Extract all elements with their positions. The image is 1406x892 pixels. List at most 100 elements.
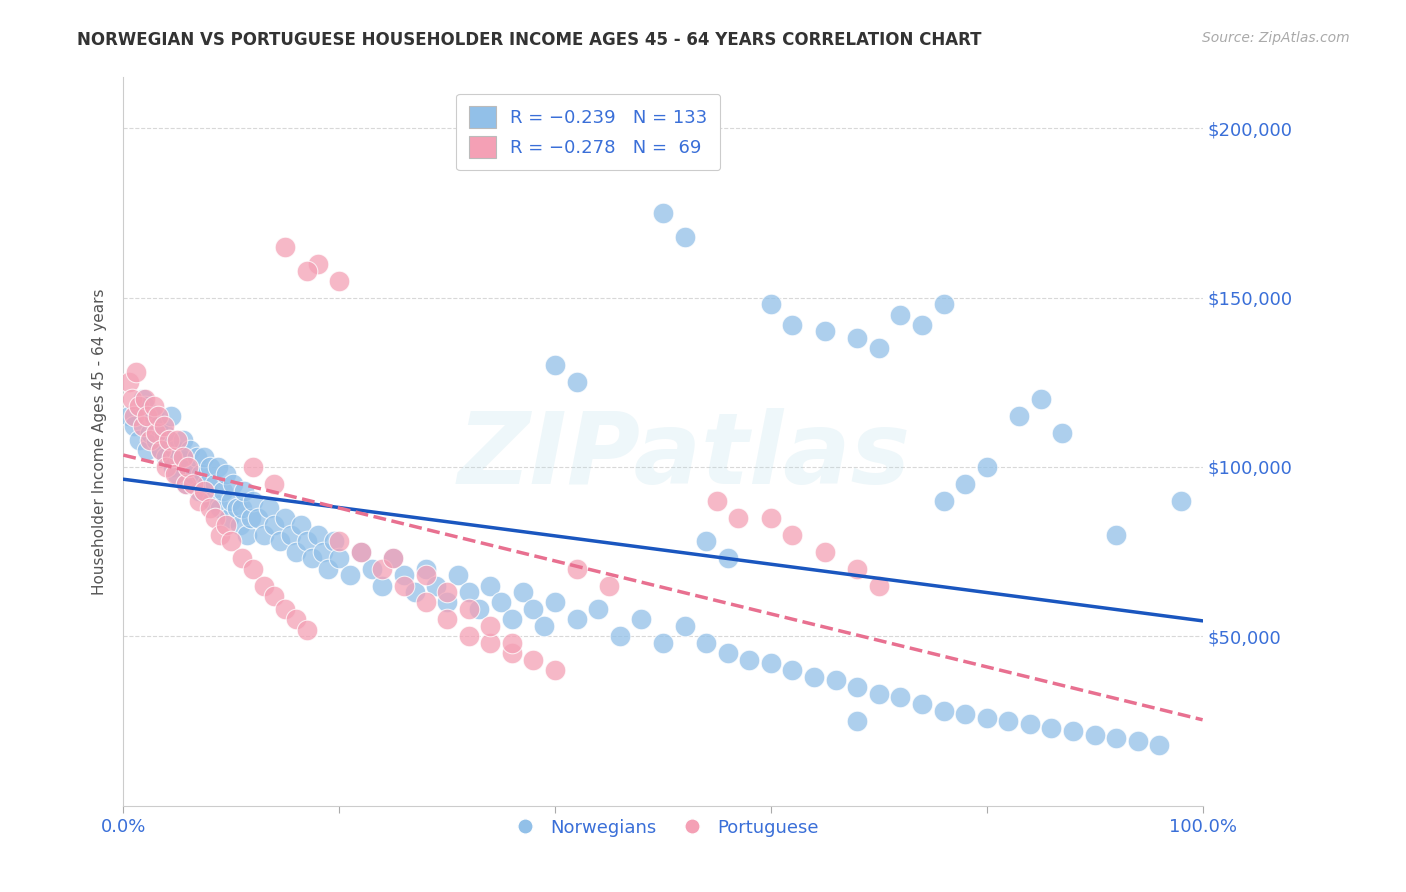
Point [1149,738,1171,752]
Point [868,578,890,592]
Point [222,477,245,491]
Point [544,663,567,677]
Point [242,561,264,575]
Point [209,527,232,541]
Point [695,534,717,549]
Point [247,510,270,524]
Point [128,399,150,413]
Point [211,483,233,498]
Point [155,450,177,464]
Point [128,433,150,447]
Point [263,477,285,491]
Point [186,450,208,464]
Point [997,714,1019,728]
Point [727,510,749,524]
Point [652,206,675,220]
Point [436,612,458,626]
Point [976,711,998,725]
Point [371,578,394,592]
Point [197,477,219,491]
Point [312,544,335,558]
Point [846,680,869,694]
Text: Source: ZipAtlas.com: Source: ZipAtlas.com [1202,31,1350,45]
Point [360,561,382,575]
Point [565,376,588,390]
Point [146,419,169,434]
Point [404,585,426,599]
Point [1126,734,1149,748]
Point [177,460,200,475]
Point [586,602,609,616]
Point [166,433,188,447]
Point [174,477,197,491]
Point [242,460,264,475]
Point [479,619,502,633]
Point [436,595,458,609]
Point [274,240,297,254]
Point [468,602,491,616]
Point [1029,392,1052,407]
Point [1170,493,1192,508]
Point [132,419,155,434]
Point [846,561,869,575]
Point [447,568,470,582]
Point [911,697,934,711]
Point [544,359,567,373]
Point [150,443,173,458]
Point [252,578,274,592]
Point [598,578,620,592]
Point [911,318,934,332]
Point [318,561,340,575]
Point [159,409,181,424]
Point [187,483,209,498]
Point [165,467,187,481]
Point [489,595,512,609]
Point [122,419,145,434]
Point [231,500,253,515]
Point [932,493,955,508]
Point [174,477,197,491]
Point [782,527,804,541]
Point [233,483,256,498]
Point [263,517,285,532]
Point [953,707,976,722]
Point [846,331,869,345]
Point [717,551,740,566]
Point [231,551,253,566]
Point [160,450,183,464]
Point [868,687,890,701]
Point [371,561,394,575]
Point [382,551,405,566]
Point [193,450,215,464]
Point [207,460,229,475]
Point [782,318,804,332]
Point [209,500,232,515]
Point [976,460,998,475]
Point [236,527,259,541]
Point [295,263,318,277]
Point [269,534,291,549]
Point [177,460,200,475]
Point [219,534,242,549]
Point [322,534,344,549]
Point [1052,426,1074,441]
Point [479,578,502,592]
Point [652,636,675,650]
Point [169,450,191,464]
Point [522,653,544,667]
Point [134,392,156,407]
Point [392,568,415,582]
Point [118,376,141,390]
Point [501,612,523,626]
Point [187,493,209,508]
Point [868,342,890,356]
Point [479,636,502,650]
Point [118,409,141,424]
Point [190,467,212,481]
Point [274,510,297,524]
Point [198,500,221,515]
Point [153,419,176,434]
Point [889,690,911,705]
Point [1062,724,1084,739]
Point [125,365,148,379]
